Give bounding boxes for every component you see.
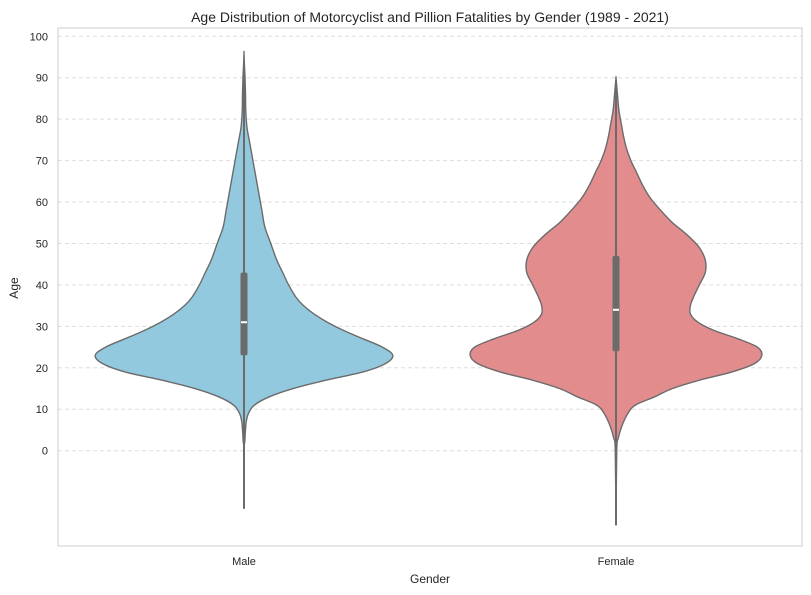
iqr-box-female bbox=[612, 255, 620, 352]
y-tick-label: 40 bbox=[36, 280, 48, 292]
chart-title: Age Distribution of Motorcyclist and Pil… bbox=[191, 9, 669, 25]
iqr-box-male bbox=[240, 272, 248, 356]
plot-frame bbox=[57, 27, 803, 547]
y-tick-label: 50 bbox=[36, 238, 48, 250]
violins bbox=[94, 50, 763, 526]
y-tick-label: 100 bbox=[30, 31, 48, 43]
x-axis-ticks: Male Female bbox=[232, 556, 634, 568]
y-tick-label: 20 bbox=[36, 363, 48, 375]
y-axis-ticks: 0 10 20 30 40 50 60 70 80 90 100 bbox=[30, 31, 48, 457]
x-tick-label-male: Male bbox=[232, 556, 256, 568]
y-tick-label: 90 bbox=[36, 73, 48, 85]
y-tick-label: 0 bbox=[42, 446, 48, 458]
y-tick-label: 80 bbox=[36, 114, 48, 126]
x-tick-label-female: Female bbox=[598, 556, 635, 568]
x-axis-label: Gender bbox=[410, 572, 450, 586]
y-tick-label: 10 bbox=[36, 404, 48, 416]
y-axis-label: Age bbox=[7, 277, 21, 299]
y-tick-label: 30 bbox=[36, 321, 48, 333]
y-tick-label: 70 bbox=[36, 156, 48, 168]
y-tick-label: 60 bbox=[36, 197, 48, 209]
